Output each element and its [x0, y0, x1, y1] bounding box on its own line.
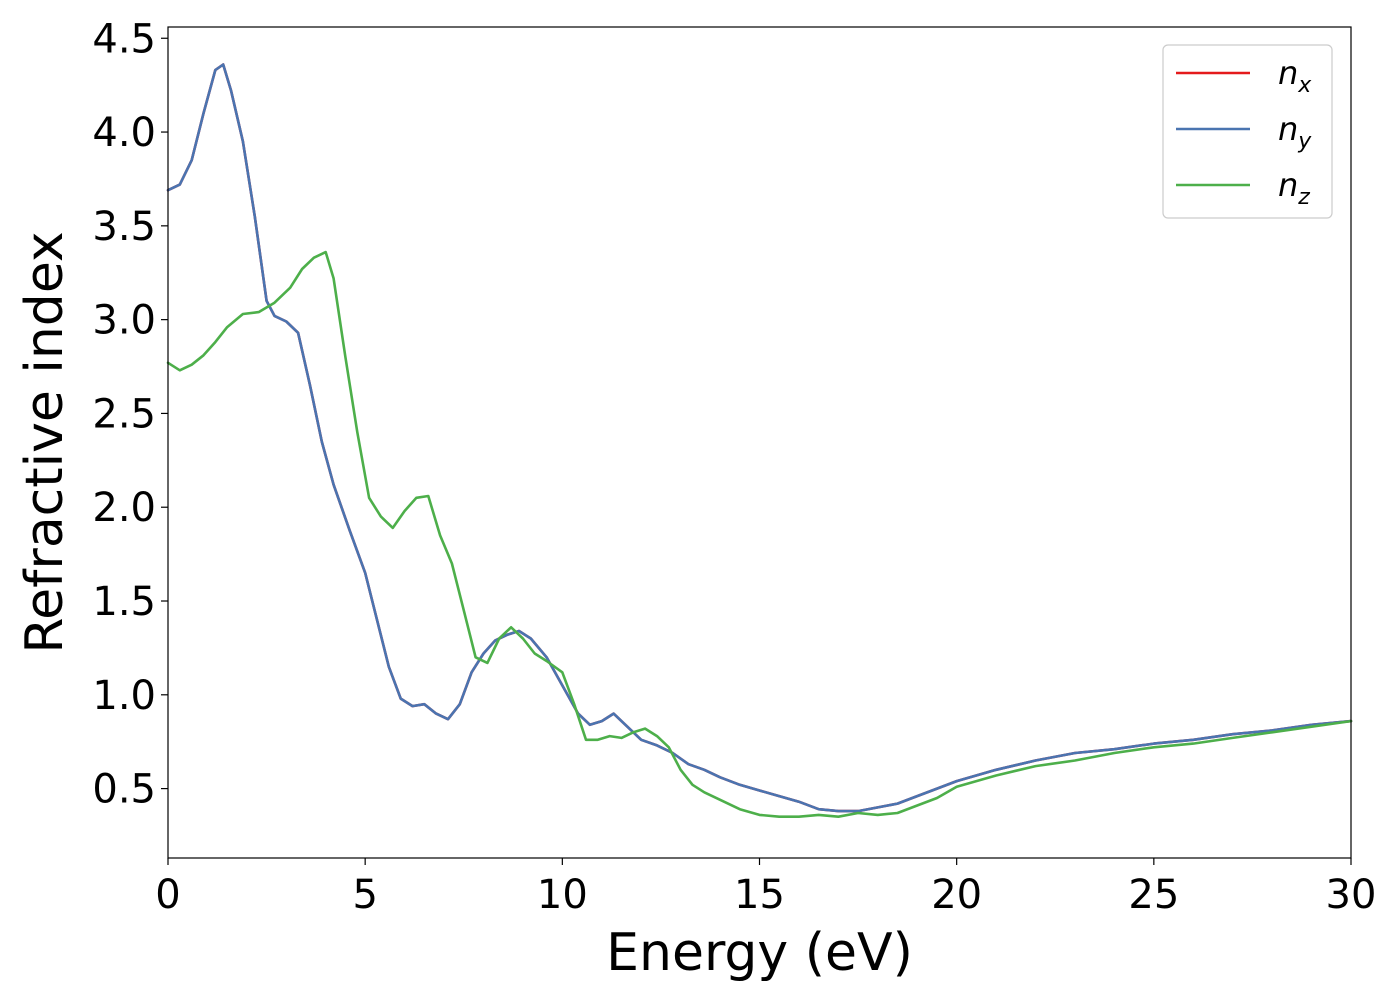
x-tick-label: 25 [1128, 872, 1179, 918]
y-tick-label: 1.0 [92, 673, 156, 719]
series-line-z [166, 250, 1353, 818]
x-tick-label: 5 [352, 872, 377, 918]
legend-label-y: ny [1278, 110, 1312, 154]
y-tick-label: 4.5 [92, 16, 156, 62]
x-tick-label: 20 [931, 872, 982, 918]
y-tick-label: 3.0 [92, 298, 156, 344]
x-tick-label: 30 [1326, 872, 1377, 918]
legend-label-x: nx [1278, 54, 1312, 98]
x-axis-ticks: 0 5 10 15 20 25 30 [155, 858, 1376, 918]
y-tick-label: 4.0 [92, 110, 156, 156]
x-tick-label: 15 [734, 872, 785, 918]
legend-box [1162, 44, 1333, 219]
x-axis-label: Energy (eV) [606, 923, 913, 983]
series-line-y [166, 63, 1353, 813]
y-tick-label: 1.5 [92, 579, 156, 625]
y-axis-label: Refractive index [15, 231, 75, 653]
series-lines [166, 63, 1353, 818]
x-tick-label: 10 [537, 872, 588, 918]
y-axis-ticks: 0.5 1.0 1.5 2.0 2.5 3.0 3.5 4.0 4.5 [92, 16, 168, 813]
legend-label-z: nz [1278, 166, 1310, 210]
y-tick-label: 0.5 [92, 767, 156, 813]
x-tick-label: 0 [155, 872, 180, 918]
legend: nx ny nz [1162, 44, 1333, 219]
y-tick-label: 2.0 [92, 485, 156, 531]
y-tick-label: 3.5 [92, 204, 156, 250]
y-tick-label: 2.5 [92, 391, 156, 437]
